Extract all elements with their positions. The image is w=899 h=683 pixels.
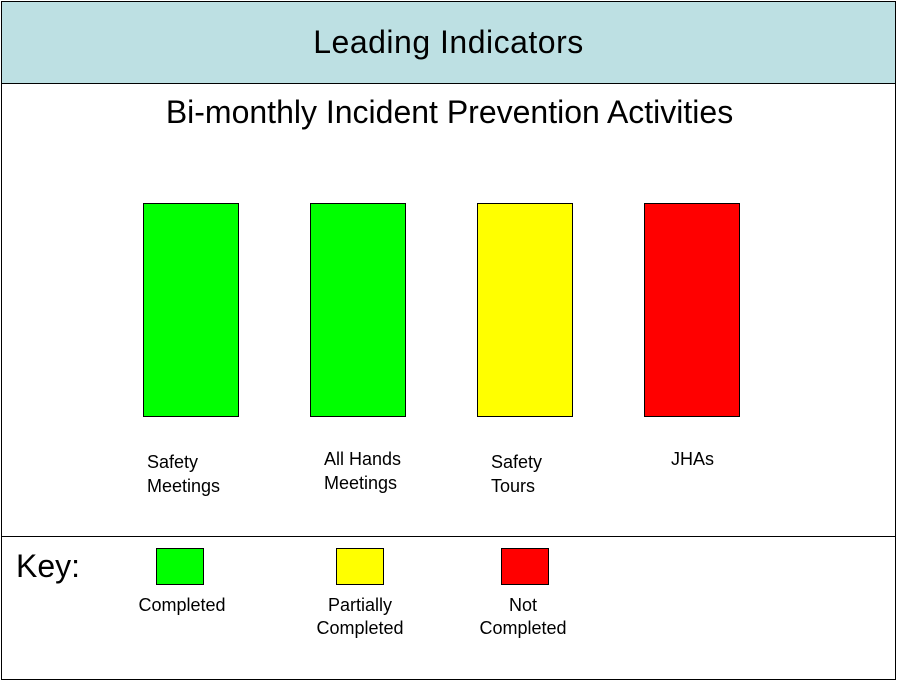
status-bar-all-hands-meetings: [310, 203, 406, 417]
status-bar-jhas: [644, 203, 740, 417]
key-label-partially-completed: Partially Completed: [316, 595, 404, 638]
page-title: Leading Indicators: [313, 24, 584, 60]
key-label-completed: Completed: [138, 595, 226, 615]
activity-label-jhas: JHAs: [671, 449, 715, 469]
activity-label-safety-tours: Safety Tours: [491, 452, 543, 496]
key-title: Key:: [16, 548, 81, 584]
key-swatch-partially-completed: [336, 548, 384, 585]
activity-label-all-hands-meetings: All Hands Meetings: [324, 449, 402, 493]
status-bar-safety-meetings: [143, 203, 239, 417]
status-bar-safety-tours: [477, 203, 573, 417]
key-divider: [1, 536, 896, 537]
key-swatch-not-completed: [501, 548, 549, 585]
header-banner: Leading Indicators: [1, 1, 896, 84]
activity-label-safety-meetings: Safety Meetings: [147, 452, 221, 496]
key-label-not-completed: Not Completed: [479, 595, 567, 638]
key-swatch-completed: [156, 548, 204, 585]
diagram-subtitle: Bi-monthly Incident Prevention Activitie…: [165, 94, 734, 130]
